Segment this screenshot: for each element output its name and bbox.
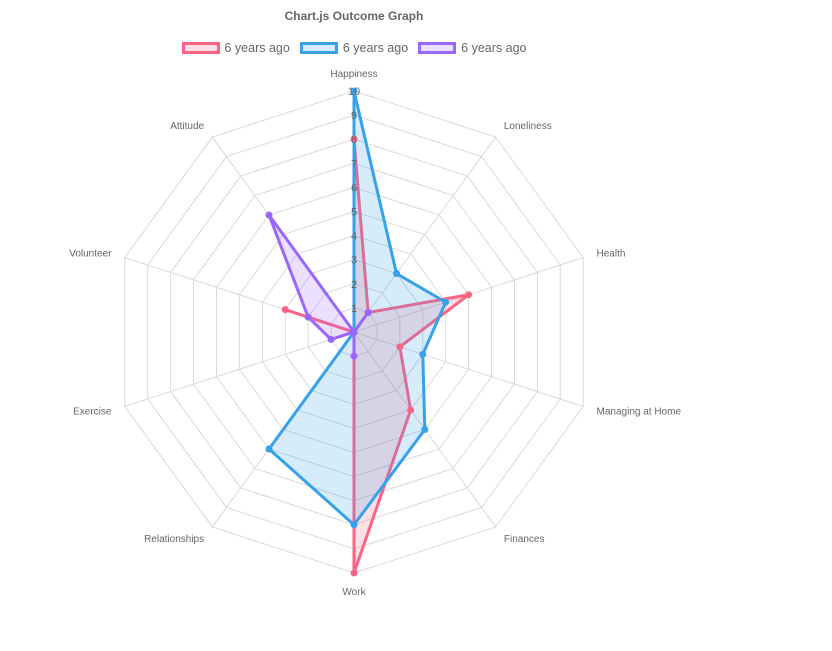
chart-title: Chart.js Outcome Graph — [284, 9, 424, 23]
axis-label: Health — [597, 249, 626, 260]
legend-label: 6 years ago — [224, 41, 290, 55]
axis-label: Exercise — [73, 406, 112, 417]
data-point-series2-4 — [419, 350, 427, 358]
axis-label: Loneliness — [504, 121, 552, 132]
legend: 6 years ago 6 years ago 6 years ago — [0, 41, 708, 55]
tick-label: 2 — [351, 279, 357, 291]
axis-label: Attitude — [170, 121, 204, 132]
axis-label: Volunteer — [69, 249, 112, 260]
tick-label: 9 — [351, 110, 357, 122]
legend-label: 6 years ago — [342, 41, 409, 55]
axis-label: Relationships — [144, 534, 204, 545]
tick-label: 7 — [351, 158, 357, 170]
data-point-series2-6 — [350, 521, 358, 529]
axis-labels: 1 2 3 4 5 6 7 8 9 10 Happiness Loneliness Health Mana… — [69, 69, 681, 598]
tick-label: 4 — [351, 231, 357, 243]
series-line-1 — [284, 139, 470, 574]
data-point-series3-7 — [350, 328, 358, 336]
legend-label: 6 years ago — [461, 41, 527, 55]
axis-label: Finances — [504, 534, 545, 545]
data-point-series3-10 — [265, 211, 273, 219]
legend-swatch — [181, 42, 220, 54]
axis-label: Work — [342, 587, 366, 598]
tick-label: 3 — [351, 255, 357, 267]
data-point-series1-1 — [350, 135, 358, 143]
radar-series — [265, 87, 473, 577]
data-point-series1-6 — [350, 569, 358, 577]
data-point-series3-9 — [304, 313, 312, 321]
data-point-series2-5 — [421, 425, 429, 433]
axis-label: Happiness — [330, 69, 377, 80]
data-point-series1-3 — [465, 291, 473, 299]
tick-label: 1 — [351, 303, 357, 315]
tick-label: 5 — [351, 207, 357, 219]
tick-label: 10 — [348, 86, 360, 98]
data-point-series3-6 — [350, 352, 358, 360]
data-point-series1-4 — [396, 343, 404, 351]
data-point-series1-5 — [407, 406, 415, 414]
legend-item-3[interactable]: 6 years ago — [418, 41, 526, 55]
grid-spoke — [353, 136, 497, 333]
data-point-series2-1 — [350, 87, 358, 95]
grid-spoke — [124, 331, 355, 407]
tick-label: 6 — [351, 182, 357, 194]
legend-swatch — [418, 42, 457, 54]
data-point-series2-2 — [392, 270, 400, 278]
series-line-2 — [266, 90, 448, 528]
data-point-series2-3 — [442, 298, 450, 306]
tick-label: 8 — [351, 134, 357, 146]
data-point-series3-2 — [364, 309, 372, 317]
legend-item-2[interactable]: 6 years ago — [299, 41, 409, 55]
data-point-series2-7 — [265, 445, 273, 453]
legend-item-1[interactable]: 6 years ago — [181, 41, 290, 55]
data-point-series1-9 — [281, 306, 289, 314]
axis-label: Managing at Home — [597, 406, 682, 417]
legend-swatch — [299, 42, 338, 54]
data-point-series3-8 — [327, 335, 335, 343]
grid-spoke — [353, 331, 584, 407]
